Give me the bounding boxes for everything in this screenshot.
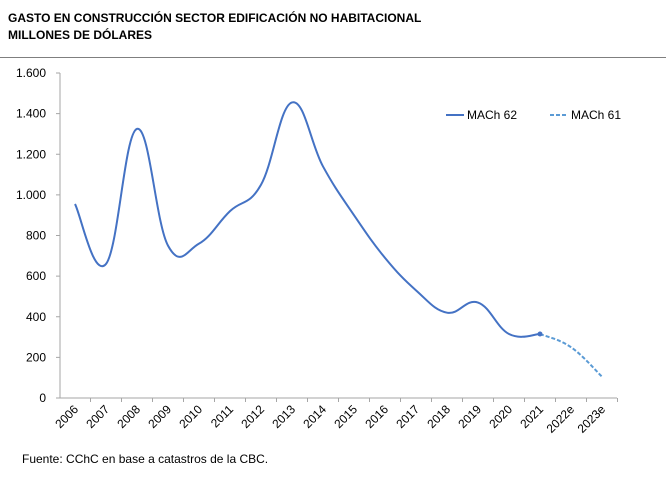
x-tick-label: 2011 <box>208 402 236 430</box>
x-tick-label: 2021 <box>517 402 546 431</box>
x-tick-label: 2006 <box>52 402 81 431</box>
x-tick-label: 2017 <box>393 402 422 431</box>
y-tick-label: 0 <box>39 391 46 405</box>
legend-label-2: MACh 61 <box>571 108 621 122</box>
x-tick-label: 2016 <box>362 402 391 431</box>
y-tick-label: 400 <box>26 310 46 324</box>
x-tick-label: 2022e <box>544 402 578 436</box>
y-tick-label: 1.000 <box>16 188 46 202</box>
title-line-1: GASTO EN CONSTRUCCIÓN SECTOR EDIFICACIÓN… <box>8 11 422 25</box>
x-tick-label: 2007 <box>83 402 112 431</box>
series-line-1 <box>74 101 541 338</box>
y-tick-label: 600 <box>26 269 46 283</box>
x-tick-label: 2009 <box>145 402 174 431</box>
y-tick-label: 200 <box>26 350 46 364</box>
legend-label-1: MACh 62 <box>467 108 517 122</box>
y-tick-label: 1.200 <box>16 147 46 161</box>
data-point-2021 <box>537 331 543 337</box>
x-tick-label: 2012 <box>238 402 267 431</box>
x-tick-label: 2008 <box>114 402 143 431</box>
source-note: Fuente: CChC en base a catastros de la C… <box>22 452 269 466</box>
y-tick-label: 1.400 <box>16 107 46 121</box>
x-tick-label: 2015 <box>331 402 360 431</box>
x-tick-label: 2023e <box>575 402 609 436</box>
series-line-2 <box>539 333 603 378</box>
x-tick-label: 2020 <box>486 402 515 431</box>
title-divider <box>0 57 666 58</box>
x-tick-label: 2019 <box>455 402 484 431</box>
x-tick-label: 2014 <box>300 402 329 431</box>
chart-title: GASTO EN CONSTRUCCIÓN SECTOR EDIFICACIÓN… <box>8 10 421 44</box>
y-tick-label: 1.600 <box>16 66 46 80</box>
y-tick-label: 800 <box>26 229 46 243</box>
x-tick-label: 2010 <box>176 402 205 431</box>
x-tick-label: 2013 <box>269 402 298 431</box>
title-line-2: MILLONES DE DÓLARES <box>8 28 153 42</box>
x-tick-label: 2018 <box>424 402 453 431</box>
